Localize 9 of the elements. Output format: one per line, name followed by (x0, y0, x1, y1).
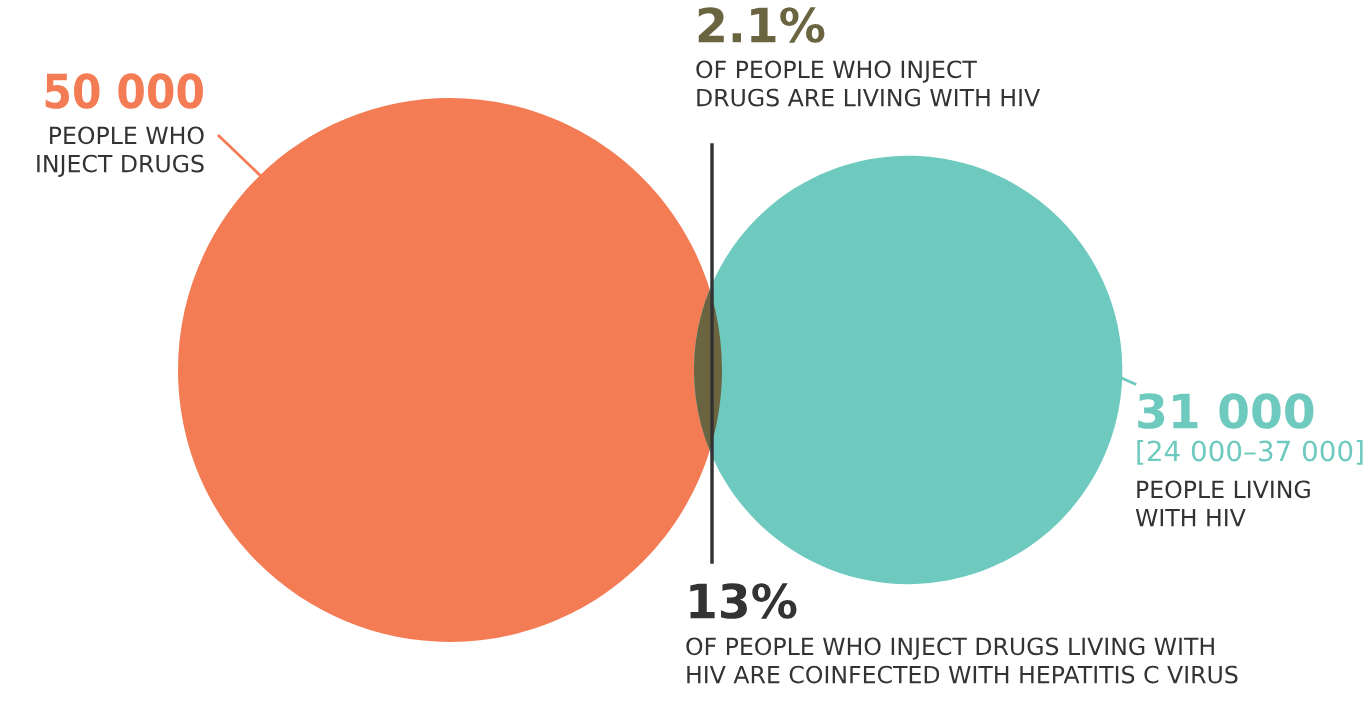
text: 13% (690, 583, 797, 619)
data-label: 50 000 (45, 73, 203, 109)
category-label: PEOPLE WHO INJECT DRUGS (37, 126, 204, 177)
data-label: 31 000 (1138, 393, 1314, 429)
category-label: PEOPLE LIVING WITH HIV (1135, 480, 1310, 527)
text: [24 000–37 000] (1137, 440, 1363, 465)
text: OF PEOPLE WHO INJECT DRUGS ARE LIVING WITH HIV (696, 60, 1040, 107)
text: 2.1% (698, 7, 825, 43)
text: OF PEOPLE WHO INJECT DRUGS LIVING WITH HIV ARE COINFECTED WITH HEPATITIS C VIRUS (686, 637, 1238, 684)
